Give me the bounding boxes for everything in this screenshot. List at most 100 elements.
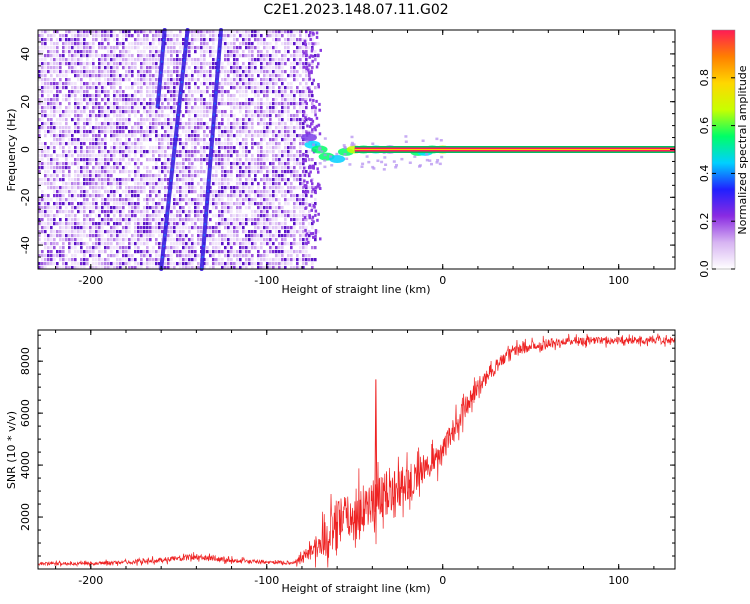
heatmap-cell [317, 171, 320, 174]
heatmap-cell [101, 222, 104, 225]
heatmap-cell [218, 162, 221, 165]
heatmap-cell [287, 134, 290, 137]
heatmap-cell [137, 182, 140, 185]
heatmap-cell [254, 238, 257, 241]
heatmap-cell [47, 106, 50, 109]
heatmap-cell [152, 246, 155, 249]
heatmap-cell [137, 146, 140, 149]
heatmap-cell [212, 74, 215, 77]
heatmap-cell [185, 70, 188, 73]
heatmap-cell [290, 258, 293, 261]
heatmap-cell [47, 234, 50, 237]
heatmap-cell [95, 34, 98, 37]
y-tick-label: 2000 [19, 503, 32, 531]
heatmap-cell [152, 98, 155, 101]
heatmap-cell [287, 186, 290, 189]
heatmap-cell [65, 158, 68, 161]
heatmap-cell [92, 82, 95, 85]
heatmap-cell [257, 222, 260, 225]
heatmap-cell [95, 154, 98, 157]
heatmap-cell [293, 226, 296, 229]
heatmap-cell [113, 254, 116, 257]
heatmap-cell [134, 234, 137, 237]
heatmap-cell [92, 74, 95, 77]
heatmap-cell [65, 190, 68, 193]
heatmap-cell [299, 66, 302, 69]
heatmap-cell [245, 214, 248, 217]
heatmap-cell [176, 62, 179, 65]
heatmap-cell [197, 118, 200, 121]
heatmap-cell [59, 218, 62, 221]
heatmap-cell [110, 126, 113, 129]
heatmap-cell [104, 174, 107, 177]
heatmap-cell [59, 178, 62, 181]
heatmap-cell [248, 110, 251, 113]
heatmap-cell [137, 262, 140, 265]
heatmap-cell [92, 142, 95, 145]
heatmap-cell [197, 238, 200, 241]
heatmap-cell [206, 142, 209, 145]
heatmap-cell [316, 66, 319, 69]
heatmap-cell [89, 234, 92, 237]
heatmap-cell [53, 258, 56, 261]
heatmap-cell [233, 34, 236, 37]
heatmap-cell [287, 146, 290, 149]
heatmap-cell [152, 74, 155, 77]
heatmap-cell [236, 86, 239, 89]
heatmap-cell [44, 42, 47, 45]
heatmap-cell [218, 234, 221, 237]
heatmap-cell [194, 226, 197, 229]
heatmap-cell [230, 70, 233, 73]
heatmap-cell [275, 174, 278, 177]
heatmap-cell [254, 102, 257, 105]
heatmap-cell [41, 102, 44, 105]
heatmap-cell [281, 90, 284, 93]
heatmap-cell [230, 142, 233, 145]
heatmap-cell [308, 71, 311, 74]
heatmap-cell [203, 62, 206, 65]
heatmap-cell [176, 246, 179, 249]
heatmap-cell [134, 78, 137, 81]
heatmap-cell [122, 142, 125, 145]
heatmap-cell [125, 182, 128, 185]
heatmap-cell [77, 90, 80, 93]
heatmap-cell [269, 178, 272, 181]
heatmap-cell [212, 234, 215, 237]
heatmap-cell [209, 210, 212, 213]
heatmap-cell [143, 46, 146, 49]
heatmap-cell [230, 238, 233, 241]
heatmap-cell [65, 50, 68, 53]
heatmap-cell [170, 78, 173, 81]
heatmap-cell [242, 82, 245, 85]
heatmap-cell [251, 86, 254, 89]
heatmap-cell [299, 174, 302, 177]
heatmap-cell [245, 146, 248, 149]
heatmap-cell [80, 210, 83, 213]
heatmap-cell [194, 34, 197, 37]
heatmap-cell [71, 142, 74, 145]
heatmap-cell [110, 54, 113, 57]
heatmap-cell [224, 146, 227, 149]
heatmap-cell [290, 74, 293, 77]
heatmap-cell [146, 90, 149, 93]
heatmap-cell [101, 242, 104, 245]
heatmap-cell [65, 166, 68, 169]
heatmap-cell [260, 222, 263, 225]
heatmap-cell [275, 178, 278, 181]
heatmap-cell [188, 102, 191, 105]
heatmap-cell [278, 126, 281, 129]
heatmap-cell [272, 50, 275, 53]
heatmap-cell [245, 250, 248, 253]
heatmap-cell [275, 254, 278, 257]
heatmap-cell [98, 58, 101, 61]
heatmap-cell [182, 98, 185, 101]
heatmap-cell [158, 214, 161, 217]
heatmap-cell [194, 242, 197, 245]
heatmap-cell [248, 82, 251, 85]
heatmap-cell [188, 262, 191, 265]
heatmap-tone-core [355, 149, 675, 150]
heatmap-cell [179, 230, 182, 233]
heatmap-cell [254, 246, 257, 249]
heatmap-cell [68, 70, 71, 73]
heatmap-cell [305, 94, 308, 97]
